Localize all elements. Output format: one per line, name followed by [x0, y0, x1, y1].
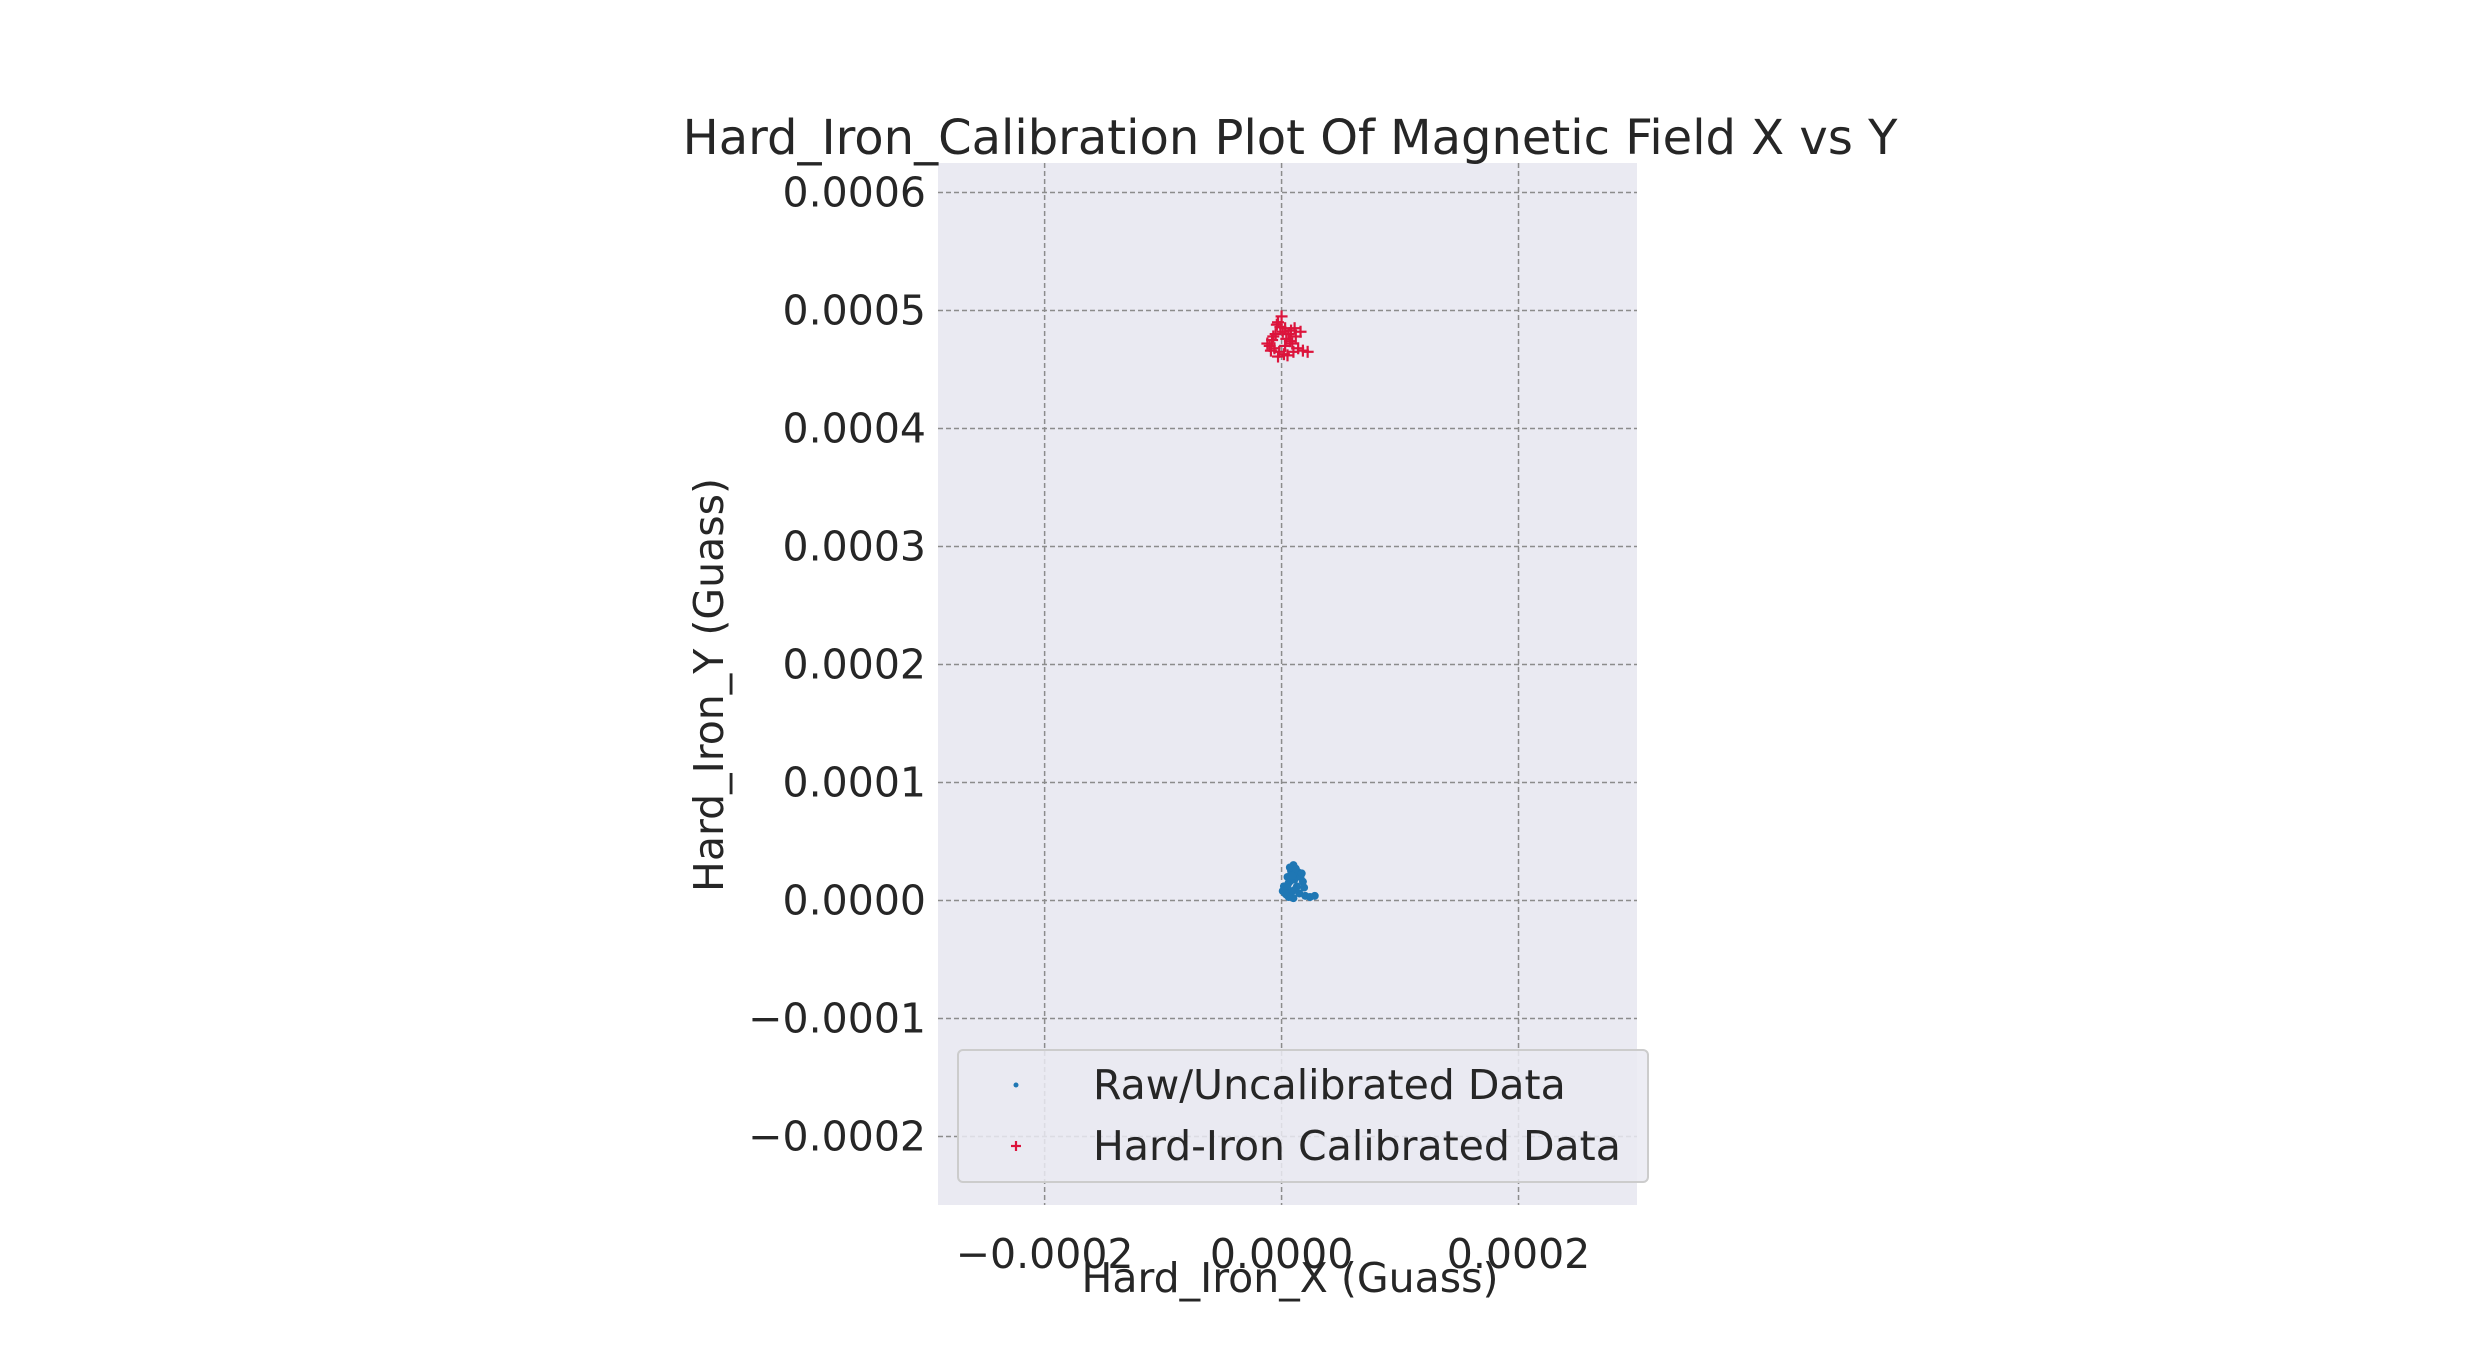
- raw-point: [1285, 863, 1294, 872]
- raw-point: [1281, 889, 1290, 898]
- y-tick-label: 0.0003: [783, 523, 926, 571]
- calibrated-point: [1269, 328, 1282, 341]
- y-tick-label: 0.0000: [783, 877, 926, 925]
- raw-point: [1291, 864, 1300, 873]
- raw-point: [1300, 883, 1309, 892]
- legend-label: Raw/Uncalibrated Data: [1093, 1061, 1566, 1109]
- x-axis-label: Hard_Iron_X (Guass): [1082, 1254, 1499, 1302]
- y-tick-label: 0.0006: [783, 169, 926, 217]
- calibrated-point: [1272, 350, 1285, 363]
- raw-point: [1310, 891, 1319, 900]
- calibrated-point: [1276, 325, 1289, 338]
- calibrated-point: [1267, 330, 1280, 343]
- series-raw: [1278, 861, 1319, 903]
- y-axis-ticks: −0.0002 −0.0001 0.0000 0.0001 0.0002 0.0003 0.…: [748, 169, 926, 1161]
- plot-background: [938, 163, 1637, 1205]
- legend-plus-marker: [1011, 1141, 1021, 1151]
- y-tick-label: 0.0005: [783, 287, 926, 335]
- chart-title: Hard_Iron_Calibration Plot Of Magnetic F…: [683, 110, 1898, 166]
- y-tick-label: −0.0002: [748, 1113, 926, 1161]
- legend-entry: Hard-Iron Calibrated Data: [1011, 1122, 1621, 1170]
- x-tick-label: −0.0002: [956, 1230, 1134, 1278]
- y-tick-label: 0.0002: [783, 641, 926, 689]
- series-layer: [1261, 310, 1319, 903]
- legend: Raw/Uncalibrated Data Hard-Iron Calibrate…: [957, 1049, 1649, 1183]
- raw-point: [1288, 871, 1297, 880]
- legend-entry: Raw/Uncalibrated Data: [1013, 1061, 1566, 1109]
- calibrated-point: [1264, 344, 1277, 357]
- calibrated-point: [1279, 339, 1292, 352]
- calibrated-point: [1275, 310, 1288, 323]
- legend-entries: Raw/Uncalibrated Data Hard-Iron Calibrate…: [1011, 1061, 1621, 1170]
- series-calibrated: [1261, 310, 1314, 363]
- x-tick-label: 0.0002: [1447, 1230, 1590, 1278]
- legend-dot-marker: [1013, 1082, 1019, 1088]
- x-axis-ticks: −0.0002 0.0000 0.0002: [956, 1230, 1591, 1278]
- y-axis-label: Hard_Iron_Y (Guass): [685, 478, 733, 892]
- raw-point: [1290, 885, 1299, 894]
- legend-box: [957, 1049, 1649, 1183]
- legend-label: Hard-Iron Calibrated Data: [1093, 1122, 1621, 1170]
- calibrated-point: [1301, 345, 1314, 358]
- calibrated-point: [1270, 318, 1283, 331]
- calibrated-point: [1286, 337, 1299, 350]
- raw-point: [1283, 881, 1292, 890]
- calibrated-point: [1261, 337, 1274, 350]
- y-tick-label: 0.0004: [783, 405, 926, 453]
- raw-point: [1297, 869, 1306, 878]
- calibrated-point: [1294, 325, 1307, 338]
- y-tick-label: 0.0001: [783, 759, 926, 807]
- x-tick-label: 0.0000: [1210, 1230, 1353, 1278]
- y-tick-label: −0.0001: [748, 995, 926, 1043]
